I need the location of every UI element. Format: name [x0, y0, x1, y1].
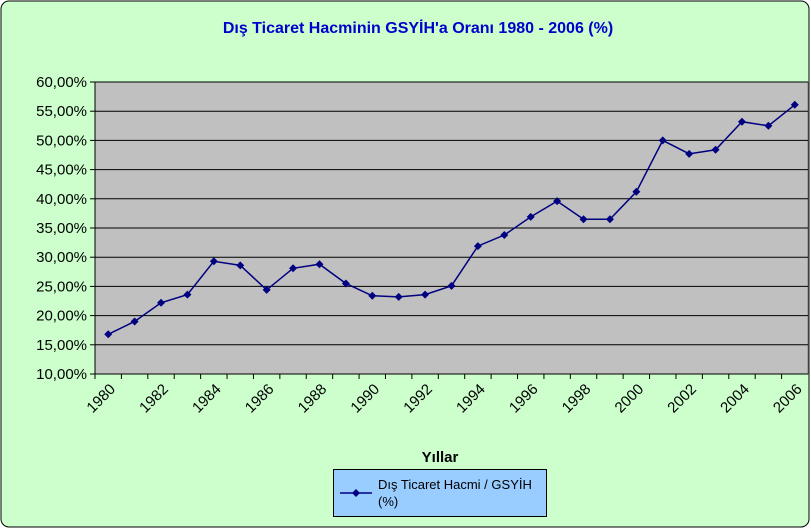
chart-title: Dış Ticaret Hacminin GSYİH'a Oranı 1980 … [223, 19, 613, 37]
point-marker [315, 260, 324, 269]
point-marker [605, 215, 614, 224]
legend-label: Dış Ticaret Hacmi / GSYİH (%) [378, 477, 532, 509]
point-marker [473, 242, 482, 251]
point-marker [764, 121, 773, 130]
y-tick-label: 30,00% [36, 249, 87, 266]
point-marker [526, 212, 535, 221]
y-tick-label: 20,00% [36, 308, 87, 325]
legend-marker [352, 489, 360, 497]
y-tick-label: 55,00% [36, 103, 87, 120]
legend-symbol [340, 489, 372, 497]
point-marker [236, 261, 245, 270]
y-tick-label: 35,00% [36, 220, 87, 237]
point-marker [368, 291, 377, 300]
y-tick-label: 50,00% [36, 132, 87, 149]
point-marker [341, 279, 350, 288]
point-marker [394, 292, 403, 301]
point-marker [104, 330, 113, 339]
legend: Dış Ticaret Hacmi / GSYİH (%) [333, 469, 547, 517]
y-tick-label: 25,00% [36, 278, 87, 295]
point-marker [183, 290, 192, 299]
point-marker [500, 231, 509, 240]
point-marker [737, 117, 746, 126]
point-marker [447, 281, 456, 290]
x-axis-title: Yıllar [422, 449, 459, 466]
point-marker [553, 197, 562, 206]
point-marker [685, 149, 694, 158]
y-tick-label: 40,00% [36, 191, 87, 208]
point-marker [157, 298, 166, 307]
point-marker [790, 100, 799, 109]
point-marker [579, 215, 588, 224]
point-marker [711, 145, 720, 154]
point-marker [289, 264, 298, 273]
point-marker [421, 290, 430, 299]
point-marker [130, 317, 139, 326]
point-marker [262, 285, 271, 294]
point-marker [209, 257, 218, 266]
point-marker [632, 187, 641, 196]
y-tick-label: 15,00% [36, 337, 87, 354]
y-tick-label: 45,00% [36, 162, 87, 179]
y-tick-label: 60,00% [36, 74, 87, 91]
point-marker [658, 136, 667, 145]
y-tick-label: 10,00% [36, 366, 87, 383]
